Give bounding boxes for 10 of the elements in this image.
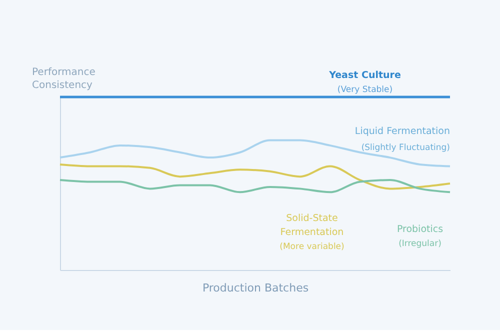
x-axis-title: Production Batches — [202, 282, 309, 294]
text: Probiotics — [396, 224, 444, 235]
annotation: (Slightly Fluctuating) — [361, 143, 450, 153]
annotation: (Irregular) — [398, 239, 442, 249]
series-label: Liquid Fermentation — [354, 126, 450, 137]
text: (Very Stable) — [337, 85, 393, 95]
annotation: (More variable) — [280, 242, 344, 252]
series-label: Yeast Culture — [328, 70, 401, 81]
text: Solid-State Fermentation — [280, 213, 344, 238]
y-axis-title: Performance Consistency — [32, 67, 96, 91]
